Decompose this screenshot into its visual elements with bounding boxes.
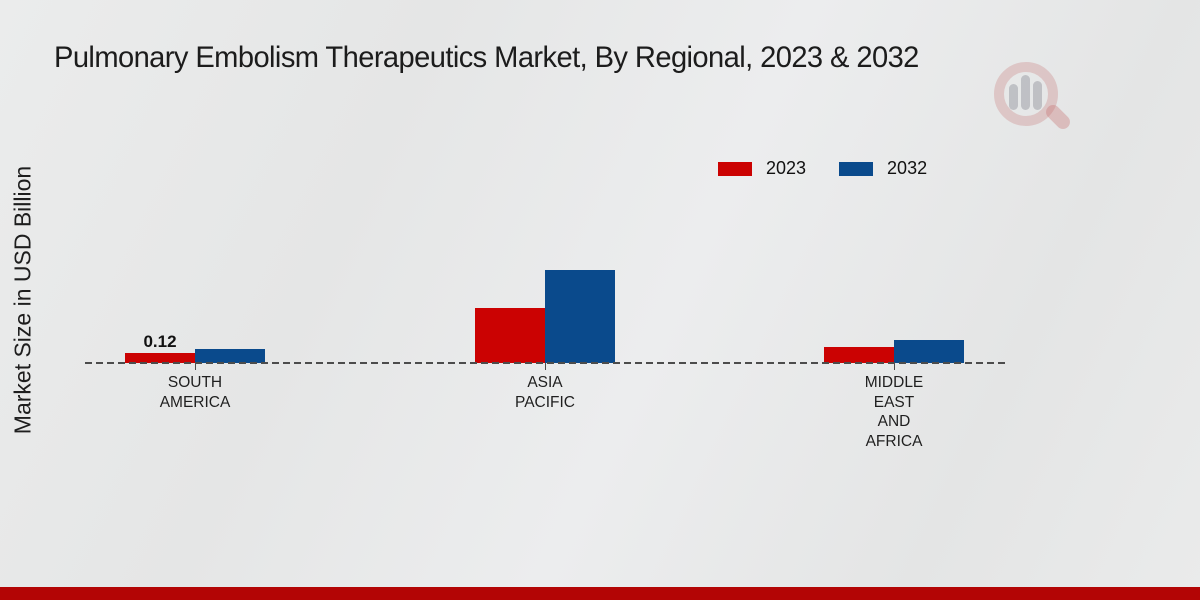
category-label-south-america: SOUTH AMERICA xyxy=(159,374,231,411)
magnifier-ring-icon xyxy=(994,62,1058,126)
category-label-asia-pacific: ASIA PACIFIC xyxy=(515,374,575,411)
legend-swatch-2032 xyxy=(839,161,874,176)
bar-2023-south-america xyxy=(125,353,195,363)
legend-item-2023: 2023 xyxy=(718,158,806,179)
x-tick-middle-east-and-africa xyxy=(894,363,895,370)
legend-swatch-2023 xyxy=(718,161,752,176)
legend-label-2023: 2023 xyxy=(766,158,807,178)
bar-2032-middle-east-and-africa xyxy=(894,340,964,363)
legend: 2023 2032 xyxy=(718,158,927,179)
bar-value-label: 0.12 xyxy=(143,332,177,352)
category-label-middle-east-and-africa: MIDDLE EAST AND AFRICA xyxy=(864,374,924,450)
logo-bar-icon xyxy=(1033,81,1042,110)
bar-2032-south-america xyxy=(195,349,265,363)
logo-bar-icon xyxy=(1021,75,1030,110)
x-tick-asia-pacific xyxy=(545,363,546,370)
magnifier-bar-chart-logo-icon xyxy=(992,60,1080,140)
footer-strip xyxy=(0,587,1200,600)
bar-2032-asia-pacific xyxy=(545,270,615,363)
logo-bar-icon xyxy=(1009,84,1018,110)
magnifier-handle-icon xyxy=(1043,102,1073,132)
bar-2023-asia-pacific xyxy=(475,308,545,363)
legend-label-2032: 2032 xyxy=(887,158,928,178)
x-tick-south-america xyxy=(195,363,196,370)
legend-item-2032: 2032 xyxy=(839,158,927,179)
bar-2023-middle-east-and-africa xyxy=(824,347,894,363)
chart-title: Pulmonary Embolism Therapeutics Market, … xyxy=(54,41,919,74)
